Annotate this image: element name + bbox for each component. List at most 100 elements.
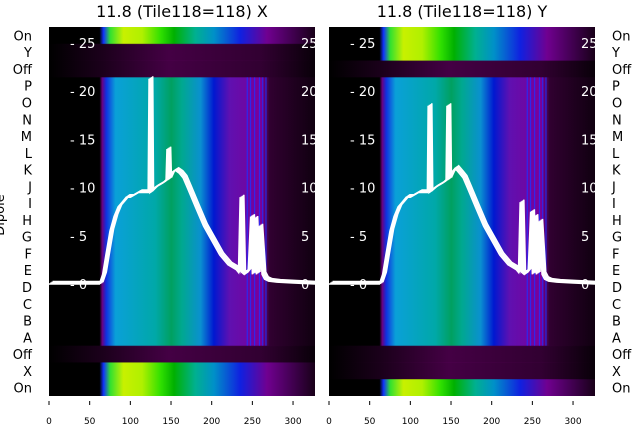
x-tick-label: 250: [524, 417, 541, 427]
heatmap-row-j: [49, 177, 315, 196]
heatmap-stripe: [542, 77, 544, 346]
row-label-right: N: [612, 113, 622, 128]
heatmap-row-o: [49, 94, 315, 112]
overlay-tick-left: - 5: [70, 230, 87, 245]
heatmap-row-o: [329, 94, 595, 112]
heatmap-row-a: [329, 328, 595, 347]
row-label-left: D: [22, 281, 32, 296]
row-label-left: Y: [23, 46, 32, 61]
row-label-right: I: [612, 197, 616, 212]
overlay-tick-left: - 0: [70, 278, 87, 293]
overlay-tick-right: 25: [581, 37, 598, 52]
heatmap-row-off: [329, 60, 595, 78]
x-tick-label: 0: [46, 417, 52, 427]
heatmap-row-n: [329, 110, 595, 129]
heatmap-stripe: [265, 77, 267, 346]
overlay-tick-left: - 25: [350, 37, 375, 52]
row-label-left: H: [22, 214, 32, 229]
overlay-tick-left: - 15: [350, 133, 375, 148]
heatmap-row-p: [49, 77, 315, 95]
heatmap-row-on: [329, 379, 595, 396]
overlay-tick-left: - 0: [350, 278, 367, 293]
heatmap-row-c: [329, 295, 595, 313]
row-label-right: P: [612, 80, 620, 95]
heatmap-row-b: [329, 312, 595, 330]
row-label-left: Off: [13, 348, 33, 363]
panel-1: - 0 0 - 5 5 - 10 10 - 15 15 - 20 20 - 25 25: [329, 27, 598, 396]
row-label-right: On: [612, 29, 630, 44]
heatmap-row-y: [49, 43, 315, 62]
heatmap-row-m: [49, 127, 315, 145]
heatmap-row-e: [329, 261, 595, 280]
overlay-tick-right: 0: [581, 278, 589, 293]
heatmap-row-b: [49, 312, 315, 330]
spectrum-curve: [52, 76, 315, 283]
row-label-right: On: [612, 382, 630, 397]
row-label-right: Off: [612, 63, 632, 78]
x-tick-label: 50: [364, 417, 376, 427]
heatmap-row-y: [329, 43, 595, 62]
x-tick-label: 200: [203, 417, 220, 427]
row-label-right: F: [612, 247, 619, 262]
heatmap-row-n: [49, 110, 315, 129]
heatmap-row-p: [329, 77, 595, 95]
overlay-tick-right: 15: [581, 133, 598, 148]
heatmap-row-c: [49, 295, 315, 313]
x-tick-label: 50: [84, 417, 96, 427]
overlay-tick-left: - 20: [350, 85, 375, 100]
row-label-right: G: [612, 231, 622, 246]
row-label-right: M: [612, 130, 623, 145]
heatmap-stripe: [246, 77, 248, 346]
heatmap-row-g: [49, 228, 315, 246]
overlay-tick-right: 15: [301, 133, 318, 148]
overlay-tick-right: 5: [301, 230, 309, 245]
x-tick-label: 300: [564, 417, 581, 427]
heatmap-stripe: [249, 77, 252, 346]
row-label-right: D: [612, 281, 622, 296]
row-label-left: B: [23, 315, 32, 330]
overlay-tick-left: - 20: [70, 85, 95, 100]
heatmap-row-j: [329, 177, 595, 196]
heatmap-row-i: [329, 194, 595, 212]
panel-title: 11.8 (Tile118=118) X: [96, 2, 268, 21]
row-label-right: J: [611, 180, 616, 195]
heatmap-stripe: [262, 77, 264, 346]
spectrum-curve: [332, 103, 595, 283]
overlay-tick-right: 20: [301, 85, 318, 100]
heatmap-row-off: [329, 345, 595, 363]
row-label-left: I: [28, 197, 32, 212]
heatmap-stripe: [538, 77, 541, 346]
x-tick-label: 100: [122, 417, 139, 427]
row-label-left: K: [23, 164, 32, 179]
heatmap-row-on: [49, 379, 315, 396]
heatmap-row-on: [329, 27, 595, 45]
row-label-right: B: [612, 315, 621, 330]
overlay-tick-right: 20: [581, 85, 598, 100]
row-label-left: M: [21, 130, 32, 145]
overlay-tick-left: - 10: [70, 182, 95, 197]
row-label-right: C: [612, 298, 621, 313]
row-label-right: A: [612, 331, 621, 346]
x-tick-label: 100: [402, 417, 419, 427]
row-label-left: On: [14, 382, 32, 397]
heatmap-stripe: [258, 77, 261, 346]
row-label-right: E: [612, 264, 620, 279]
row-label-right: K: [612, 164, 621, 179]
row-label-right: X: [612, 365, 621, 380]
heatmap-row-a: [49, 328, 315, 347]
heatmap-stripe: [545, 77, 547, 346]
heatmap-row-d: [329, 278, 595, 296]
overlay-tick-left: - 15: [70, 133, 95, 148]
heatmap-row-d: [49, 278, 315, 296]
heatmap-row-g: [329, 228, 595, 246]
heatmap-row-e: [49, 261, 315, 280]
row-label-right: Off: [612, 348, 632, 363]
row-label-right: H: [612, 214, 622, 229]
heatmap-row-x: [329, 362, 595, 380]
row-label-left: L: [25, 147, 33, 162]
heatmap-row-l: [329, 144, 595, 162]
row-label-left: X: [23, 365, 32, 380]
overlay-tick-right: 10: [581, 182, 598, 197]
